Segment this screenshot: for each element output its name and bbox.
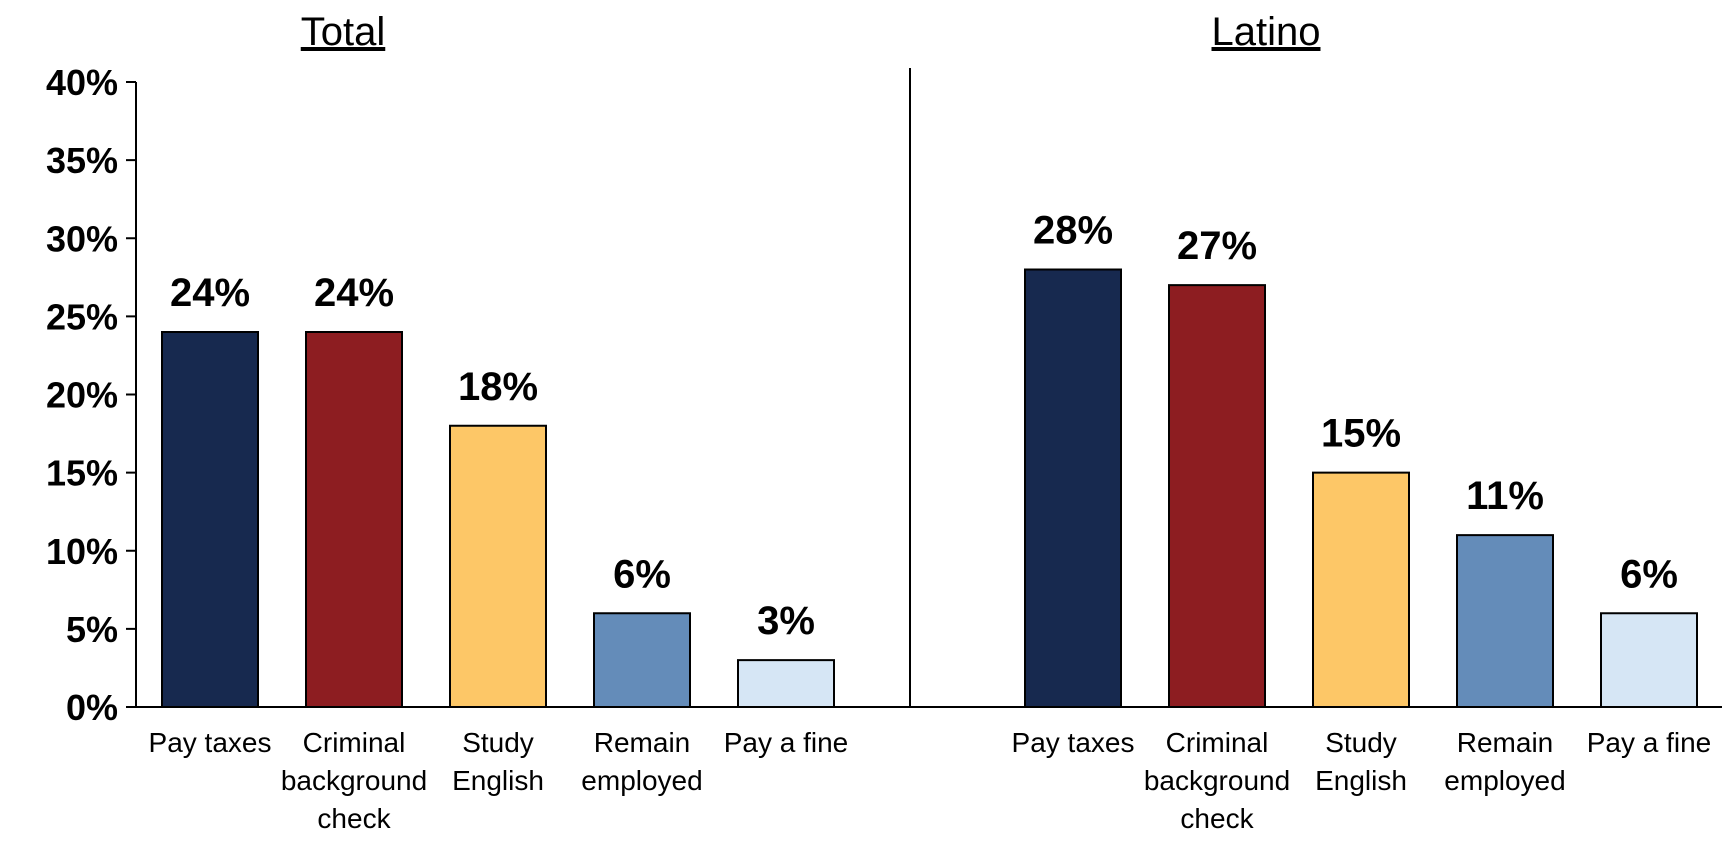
bar-1-2 xyxy=(1312,471,1410,708)
panel-title-group: Total xyxy=(301,10,386,54)
bar-0-0 xyxy=(161,331,259,708)
y-tick-label: 35% xyxy=(46,140,118,181)
category-label: Criminal background check xyxy=(1144,727,1290,834)
category-label-line: English xyxy=(452,765,544,796)
data-label: 27% xyxy=(1177,224,1257,268)
y-tick-label: 40% xyxy=(46,62,118,103)
data-label: 28% xyxy=(1033,209,1113,253)
data-label: 3% xyxy=(757,599,815,643)
category-label-line: Remain xyxy=(594,727,690,758)
panel-title-group: Latino xyxy=(1212,10,1321,54)
category-label: Pay taxes xyxy=(1012,727,1135,758)
y-tick-label: 20% xyxy=(46,375,118,416)
data-label: 24% xyxy=(314,271,394,315)
bars-layer xyxy=(161,268,1698,708)
y-tick-label: 10% xyxy=(46,531,118,572)
category-label-line: Pay taxes xyxy=(1012,727,1135,758)
category-label-line: Pay taxes xyxy=(149,727,272,758)
data-label: 15% xyxy=(1321,412,1401,456)
category-label-line: Pay a fine xyxy=(724,727,849,758)
data-label: 11% xyxy=(1466,474,1544,518)
bar-0-2 xyxy=(449,424,547,708)
category-label: Remain employed xyxy=(1444,727,1565,796)
category-label-line: background xyxy=(1144,765,1290,796)
category-label-line: employed xyxy=(1444,765,1565,796)
bar-1-3 xyxy=(1456,534,1554,708)
category-label-line: Criminal xyxy=(303,727,406,758)
bar-1-0 xyxy=(1024,268,1122,708)
category-label: Study English xyxy=(452,727,544,796)
y-tick-label: 0% xyxy=(66,687,118,728)
bar-0-1 xyxy=(305,331,403,708)
category-label-line: check xyxy=(1180,803,1254,834)
bar-0-3 xyxy=(593,612,691,708)
y-tick-label: 5% xyxy=(66,609,118,650)
y-tick-label: 30% xyxy=(46,218,118,259)
category-label-line: Pay a fine xyxy=(1587,727,1712,758)
category-label-line: Criminal xyxy=(1166,727,1269,758)
category-label-line: Study xyxy=(1325,727,1397,758)
category-label-line: Study xyxy=(462,727,534,758)
panel-title-total: Total xyxy=(301,10,386,54)
category-label: Criminal background check xyxy=(281,727,427,834)
bar-1-1 xyxy=(1168,284,1266,708)
category-label: Pay a fine xyxy=(724,727,849,758)
category-label-line: English xyxy=(1315,765,1407,796)
data-label: 6% xyxy=(1620,552,1678,596)
panel-title-latino: Latino xyxy=(1212,10,1321,54)
y-tick-label: 25% xyxy=(46,296,118,337)
category-label: Study English xyxy=(1315,727,1407,796)
axis-layer: 0% 5% 10% 15% 20% 25% 30% 35% 40% xyxy=(46,62,1722,728)
data-label: 18% xyxy=(458,365,538,409)
category-label: Pay a fine xyxy=(1587,727,1712,758)
bar-0-4 xyxy=(737,659,835,708)
y-tick-label: 15% xyxy=(46,453,118,494)
category-label: Pay taxes xyxy=(149,727,272,758)
category-label-line: employed xyxy=(581,765,702,796)
category-label: Remain employed xyxy=(581,727,702,796)
labels-layer: 24% Pay taxes 24% Criminal background check 18… xyxy=(149,209,1712,835)
category-label-line: check xyxy=(317,803,391,834)
category-label-line: Remain xyxy=(1457,727,1553,758)
data-label: 24% xyxy=(170,271,250,315)
data-label: 6% xyxy=(613,552,671,596)
bar-1-4 xyxy=(1600,612,1698,708)
category-label-line: background xyxy=(281,765,427,796)
